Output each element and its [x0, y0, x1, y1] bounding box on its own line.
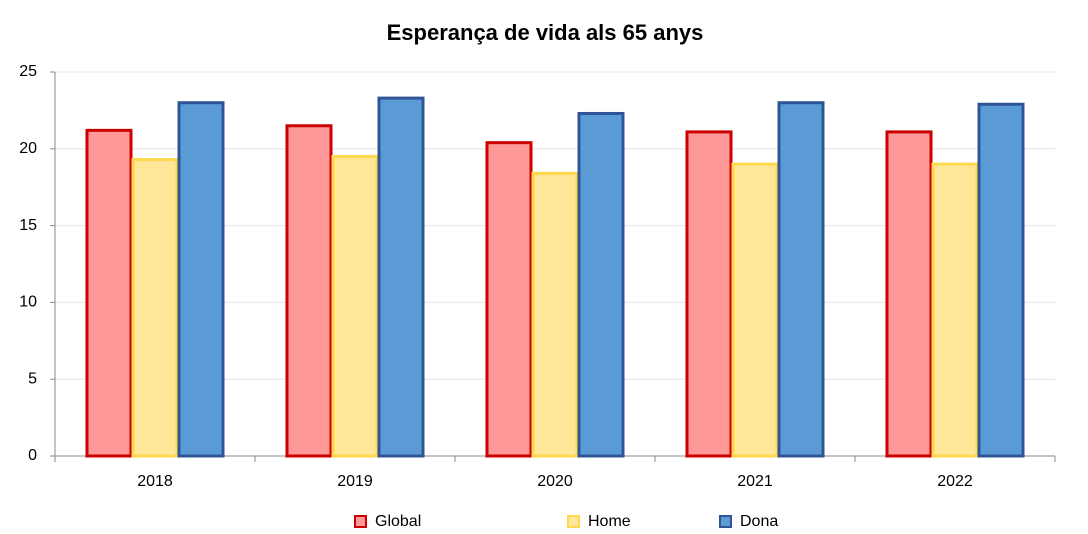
x-tick-label: 2022	[937, 473, 973, 490]
y-tick-label: 25	[19, 63, 37, 80]
legend-swatch	[354, 515, 367, 528]
x-tick-label: 2020	[537, 473, 573, 490]
bar	[977, 102, 1025, 458]
bar	[885, 130, 933, 458]
bar	[131, 158, 179, 458]
legend-label: Home	[588, 513, 631, 530]
legend-swatch	[719, 515, 732, 528]
x-tick-label: 2021	[737, 473, 773, 490]
bar	[177, 101, 225, 458]
y-tick-label: 15	[19, 217, 37, 234]
y-tick-label: 10	[19, 294, 37, 311]
bar	[777, 101, 825, 458]
y-tick-label: 5	[28, 370, 37, 387]
bar	[485, 141, 533, 458]
bar	[685, 130, 733, 458]
y-tick-label: 0	[28, 447, 37, 464]
legend-label: Global	[375, 513, 421, 530]
x-tick-label: 2019	[337, 473, 373, 490]
chart-title: Esperança de vida als 65 anys	[387, 20, 704, 45]
legend-swatch	[567, 515, 580, 528]
bar	[577, 111, 625, 458]
bar	[931, 162, 979, 458]
bar	[285, 124, 333, 458]
y-tick-label: 20	[19, 140, 37, 157]
bar	[331, 154, 379, 458]
bar	[531, 171, 579, 458]
bar	[85, 128, 133, 458]
x-tick-label: 2018	[137, 473, 173, 490]
bar	[377, 96, 425, 458]
legend-label: Dona	[740, 513, 778, 530]
bar	[731, 162, 779, 458]
